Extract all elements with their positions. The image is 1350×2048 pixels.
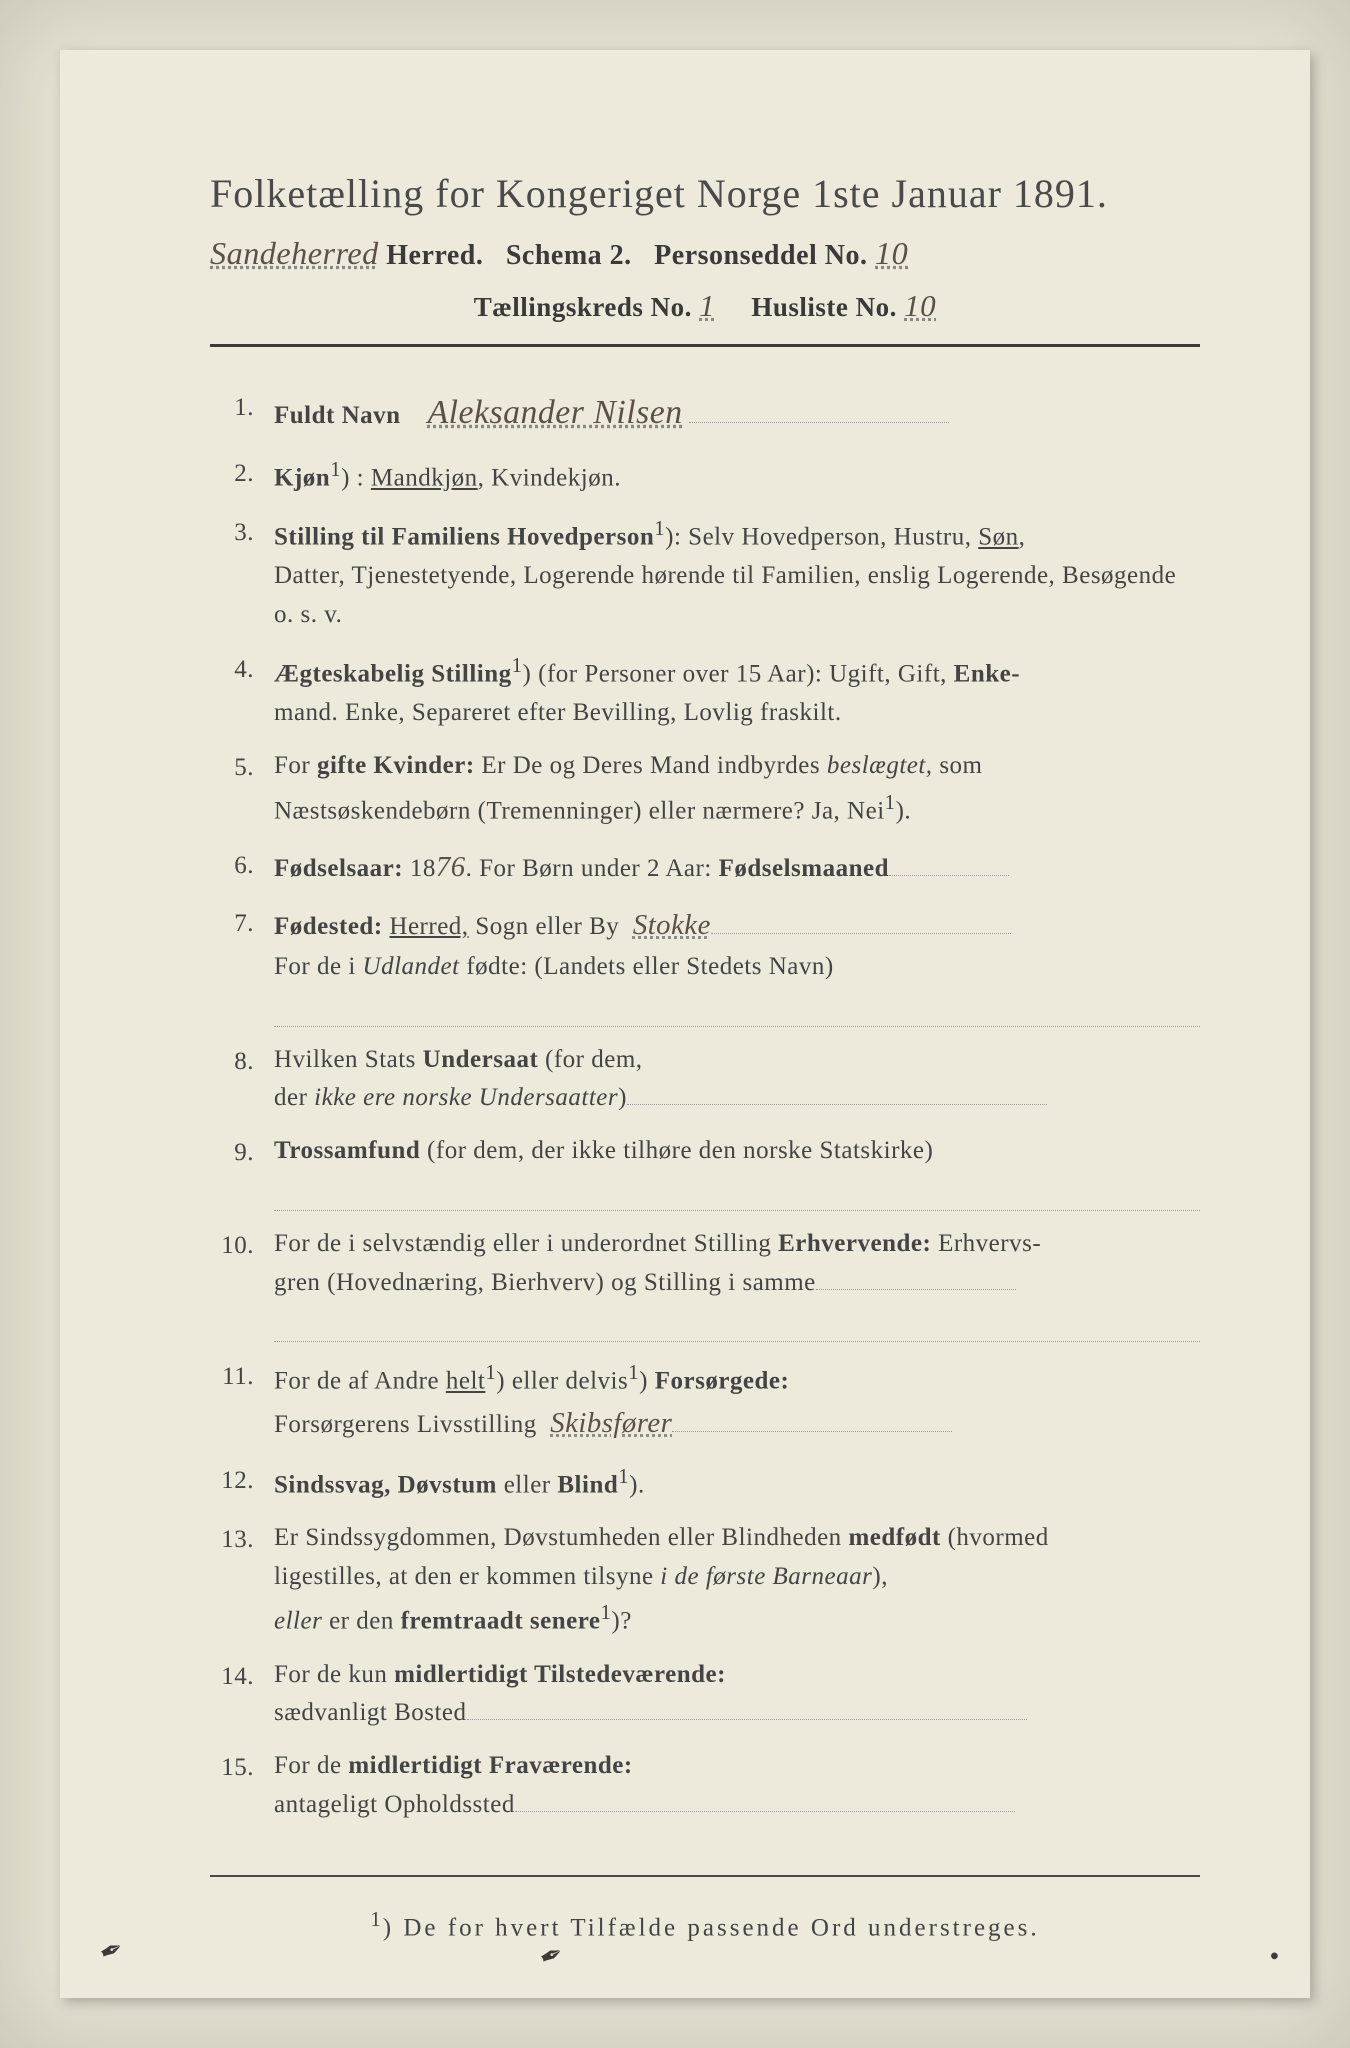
item-6-label: Fødselsaar: [274,855,403,882]
ink-mark: ✒ [94,1931,130,1972]
support-selected: helt [446,1368,486,1395]
schema-label: Schema 2. [506,240,632,271]
item-4-num: 4. [210,649,254,733]
item-3-l2: Datter, Tjenestetyende, Logerende hørend… [274,557,1200,596]
item-4-label: Ægteskabelig Stilling [274,660,512,687]
item-3-l3: o. s. v. [274,596,1200,635]
item-3: 3. Stilling til Familiens Hovedperson1):… [210,512,1200,635]
kreds-no-hw: 1 [699,288,715,323]
item-7: 7. Fødested: Herred, Sogn eller By Stokk… [210,903,1200,1026]
item-11-num: 11. [210,1356,254,1446]
item-1: 1. Fuldt Navn Aleksander Nilsen [210,387,1200,439]
relation-selected: Søn [978,524,1018,551]
item-2: 2. Kjøn1) : Mandkjøn, Kvindekjøn. [210,453,1200,498]
herred-handwritten: Sandeherred [210,235,379,271]
form-title: Folketælling for Kongeriget Norge 1ste J… [210,170,1200,217]
birthyear-hw: 76 [436,851,466,883]
item-1-num: 1. [210,387,254,439]
item-12: 12. Sindssvag, Døvstum eller Blind1). [210,1460,1200,1505]
item-15: 15. For de midlertidigt Fraværende: anta… [210,1747,1200,1825]
item-9-num: 9. [210,1132,254,1211]
fill-line [274,1175,1200,1211]
gender-selected: Mandkjøn [371,465,478,492]
footnote: 1) De for hvert Tilfælde passende Ord un… [210,1907,1200,1942]
item-9: 9. Trossamfund (for dem, der ikke tilhør… [210,1132,1200,1211]
kreds-label: Tællingskreds No. [474,292,692,322]
item-4: 4. Ægteskabelig Stilling1) (for Personer… [210,649,1200,733]
header-rule [210,344,1200,347]
ink-mark: • [1264,1940,1286,1973]
item-9-label: Trossamfund [274,1137,420,1164]
provider-occupation-hw: Skibsfører [550,1407,672,1439]
header-line-2: Sandeherred Herred. Schema 2. Personsedd… [210,235,1200,272]
item-4-l2: mand. Enke, Separeret efter Bevilling, L… [274,694,1200,733]
fill-line [689,422,949,423]
item-13: 13. Er Sindssygdommen, Døvstumheden elle… [210,1519,1200,1642]
item-3-num: 3. [210,512,254,635]
item-10-num: 10. [210,1225,254,1343]
item-13-num: 13. [210,1519,254,1642]
item-5-num: 5. [210,747,254,831]
item-6-num: 6. [210,845,254,890]
item-6: 6. Fødselsaar: 1876. For Børn under 2 Aa… [210,845,1200,890]
item-3-label: Stilling til Familiens Hovedperson [274,524,654,551]
item-8: 8. Hvilken Stats Undersaat (for dem, der… [210,1041,1200,1119]
footer-rule [210,1875,1200,1877]
item-1-label: Fuldt Navn [274,402,401,429]
personseddel-no-hw: 10 [875,235,908,271]
birthplace-hw: Stokke [633,909,711,941]
item-12-num: 12. [210,1460,254,1505]
herred-label: Herred. [386,240,483,271]
census-form-page: Folketælling for Kongeriget Norge 1ste J… [60,50,1310,1998]
item-7-label: Fødested: [274,913,383,940]
scan-background: Folketælling for Kongeriget Norge 1ste J… [0,0,1350,2048]
item-15-num: 15. [210,1747,254,1825]
item-14-num: 14. [210,1656,254,1734]
personseddel-label: Personseddel No. [654,240,867,271]
item-8-num: 8. [210,1041,254,1119]
fullname-hw: Aleksander Nilsen [428,394,683,431]
item-5: 5. For gifte Kvinder: Er De og Deres Man… [210,747,1200,831]
item-10: 10. For de i selvstændig eller i underor… [210,1225,1200,1343]
header-line-3: Tællingskreds No. 1 Husliste No. 10 [210,288,1200,324]
fill-line [274,1306,1200,1342]
sup-1: 1 [330,457,341,481]
item-14: 14. For de kun midlertidigt Tilstedevære… [210,1656,1200,1734]
item-2-num: 2. [210,453,254,498]
gender-opt2: Kvindekjøn. [491,465,621,492]
item-2-label: Kjøn [274,465,330,492]
husliste-label: Husliste No. [751,292,897,322]
item-7-num: 7. [210,903,254,1026]
birthplace-type-selected: Herred, [389,913,468,940]
fill-line [274,991,1200,1027]
item-11: 11. For de af Andre helt1) eller delvis1… [210,1356,1200,1446]
husliste-no-hw: 10 [904,288,936,323]
